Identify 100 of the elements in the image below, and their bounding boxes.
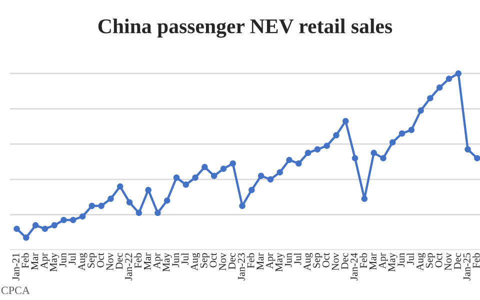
- x-tick-label: Sep: [426, 253, 435, 268]
- x-tick-label: Feb: [360, 253, 368, 268]
- x-tick-label: Jan-21: [12, 253, 20, 280]
- point: [370, 150, 377, 156]
- point: [314, 146, 321, 153]
- point: [210, 172, 218, 179]
- point: [79, 213, 86, 220]
- x-tick-label: Oct: [435, 252, 442, 268]
- x-tick-label: May: [162, 252, 172, 272]
- point: [32, 222, 39, 228]
- x-tick-label: Jun: [284, 252, 292, 268]
- x-tick-label: Jul: [406, 252, 414, 265]
- x-tick-label: May: [388, 252, 398, 272]
- point: [42, 226, 48, 232]
- point: [408, 126, 415, 134]
- text: CPCA: [1, 286, 30, 294]
- point: [51, 222, 58, 228]
- point: [304, 150, 312, 156]
- x-tick-label: Dec: [341, 253, 348, 270]
- point: [154, 210, 161, 216]
- x-tick-label: Sep: [313, 253, 322, 268]
- point: [239, 202, 246, 209]
- point: [389, 139, 396, 146]
- x-tick-label: Apr: [266, 252, 276, 269]
- point: [173, 174, 180, 181]
- point: [88, 202, 96, 209]
- point: [182, 182, 190, 188]
- x-tick-label: Jan-24: [350, 252, 358, 280]
- x-tick-label: Dec: [454, 253, 461, 270]
- x-tick-label: Nov: [219, 252, 226, 270]
- point: [164, 197, 170, 204]
- point: [286, 156, 292, 164]
- x-tick-label: Mar: [370, 252, 376, 270]
- point: [296, 160, 302, 167]
- point: [258, 172, 264, 179]
- x-tick-label: Jun: [172, 252, 180, 268]
- point: [361, 196, 368, 202]
- x-tick-label: Nov: [332, 252, 339, 270]
- point: [398, 130, 406, 137]
- x-tick-label: Aug: [304, 252, 313, 271]
- x-tick-label: Oct: [322, 252, 330, 268]
- x-tick-label: Nov: [444, 252, 452, 270]
- x-tick-label: Feb: [472, 253, 480, 268]
- point: [145, 186, 152, 194]
- x-tick-label: Dec: [116, 253, 123, 270]
- point: [276, 169, 283, 176]
- point: [248, 186, 255, 194]
- point: [230, 160, 236, 167]
- point: [324, 142, 330, 149]
- point: [117, 183, 124, 190]
- point: [220, 166, 227, 172]
- point: [60, 216, 67, 224]
- x-tick-label: Jul: [68, 252, 76, 265]
- point: [455, 70, 462, 77]
- point: [98, 202, 104, 209]
- x-tick-label: Apr: [378, 252, 388, 269]
- x-tick-label: Sep: [200, 253, 210, 268]
- point: [464, 146, 471, 153]
- x-tick-label: Dec: [228, 253, 236, 270]
- x-tick-label: Feb: [134, 253, 142, 268]
- point: [436, 84, 443, 91]
- point: [14, 226, 20, 232]
- point: [474, 155, 480, 162]
- x-tick-label: Mar: [31, 252, 38, 270]
- x-tick-label: Jun: [59, 252, 66, 268]
- x-tick-label: Feb: [246, 253, 254, 268]
- point: [267, 176, 274, 183]
- x-tick-label: Oct: [96, 252, 104, 268]
- x-tick-label: Jul: [294, 252, 302, 265]
- point: [70, 216, 76, 224]
- x-tick-label: Mar: [144, 252, 151, 270]
- x-tick-label: Feb: [21, 253, 29, 268]
- x-tick-label: Oct: [210, 252, 217, 268]
- x-tick-label: Nov: [106, 252, 114, 270]
- point: [352, 155, 358, 162]
- x-tick-label: Aug: [416, 252, 426, 271]
- x-tick-label: Aug: [78, 252, 88, 271]
- x-tick-label: Jun: [398, 252, 405, 268]
- x-tick-label: Aug: [190, 252, 200, 271]
- point: [333, 132, 340, 138]
- x-tick-label: May: [50, 252, 60, 272]
- point: [202, 164, 208, 170]
- x-tick-label: Jul: [181, 252, 189, 265]
- point: [446, 76, 452, 82]
- chart-title: China passenger NEV retail sales: [98, 18, 392, 38]
- point: [192, 174, 198, 181]
- point: [380, 155, 386, 162]
- point: [418, 107, 424, 114]
- point: [427, 95, 434, 102]
- point: [126, 199, 133, 206]
- x-tick-label: May: [276, 252, 285, 272]
- point: [108, 196, 114, 202]
- point: [23, 234, 30, 241]
- point: [342, 118, 349, 124]
- x-tick-label: Jan-25: [463, 253, 470, 280]
- x-tick-label: Jan-23: [238, 253, 245, 280]
- x-tick-label: Mar: [256, 252, 264, 270]
- point: [136, 210, 142, 216]
- x-tick-label: Apr: [153, 252, 162, 269]
- x-tick-label: Jan-22: [125, 253, 132, 280]
